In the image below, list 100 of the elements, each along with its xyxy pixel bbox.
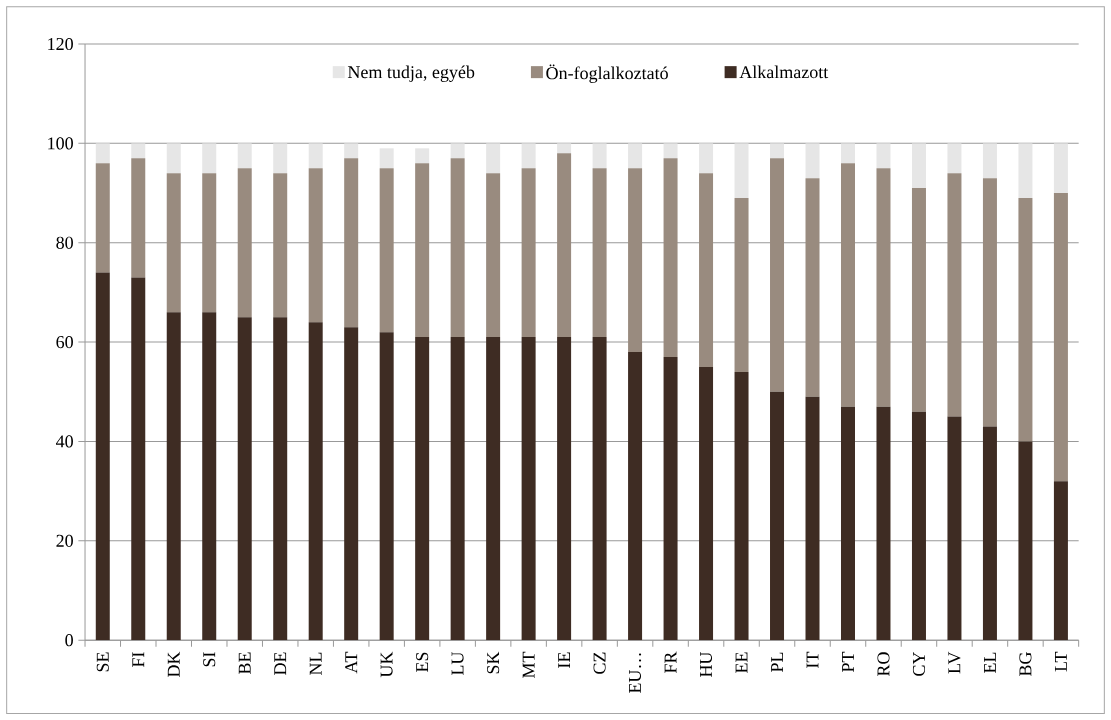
bar bbox=[982, 178, 997, 427]
x-tick-label: ES bbox=[416, 652, 429, 672]
legend-label: Nem tudja, egyéb bbox=[347, 65, 475, 82]
bar bbox=[415, 163, 430, 338]
bar bbox=[415, 337, 430, 641]
x-tick-label: IE bbox=[558, 652, 570, 668]
bar bbox=[379, 168, 394, 333]
bar bbox=[947, 143, 962, 174]
bar bbox=[95, 143, 110, 164]
bar bbox=[237, 317, 252, 641]
bar bbox=[344, 158, 359, 328]
x-tick-label: LV bbox=[948, 651, 961, 674]
x-tick-label: CZ bbox=[593, 652, 606, 674]
bar bbox=[521, 168, 536, 338]
bar bbox=[557, 337, 572, 641]
bar bbox=[166, 143, 181, 174]
bar bbox=[202, 143, 217, 174]
bar bbox=[131, 143, 146, 159]
bar bbox=[486, 337, 501, 641]
bar bbox=[699, 143, 714, 174]
bar bbox=[379, 148, 394, 169]
bar bbox=[379, 332, 394, 641]
x-tick-label: IT bbox=[806, 651, 819, 668]
bar bbox=[450, 158, 465, 338]
bar bbox=[770, 158, 785, 392]
x-tick-label: BE bbox=[238, 652, 251, 674]
y-tick-label: 40 bbox=[56, 435, 73, 448]
x-tick-label: EL bbox=[984, 652, 996, 673]
x-tick-label: SI bbox=[203, 652, 216, 667]
bar bbox=[1018, 143, 1033, 198]
bar bbox=[131, 277, 146, 641]
x-tick-label: AT bbox=[345, 651, 358, 674]
x-tick-label: NL bbox=[309, 652, 322, 675]
x-tick-label: BG bbox=[1019, 652, 1032, 676]
y-tick-label: 120 bbox=[48, 37, 73, 50]
bar bbox=[734, 371, 749, 641]
bar bbox=[237, 143, 252, 169]
bar bbox=[982, 426, 997, 641]
bar bbox=[592, 337, 607, 641]
x-tick-label: SE bbox=[96, 652, 109, 672]
x-tick-label: HU bbox=[700, 651, 713, 677]
bar bbox=[95, 163, 110, 273]
bar bbox=[805, 143, 820, 179]
x-tick-label: PT bbox=[842, 651, 854, 672]
bar bbox=[308, 322, 323, 641]
bar bbox=[592, 143, 607, 169]
bar bbox=[663, 158, 678, 357]
y-tick-label: 0 bbox=[65, 634, 73, 647]
bar bbox=[202, 173, 217, 313]
x-tick-label: EU… bbox=[629, 653, 642, 693]
bar bbox=[308, 143, 323, 169]
bar bbox=[557, 143, 572, 154]
bar bbox=[805, 178, 820, 397]
bar bbox=[273, 317, 288, 641]
bar bbox=[344, 327, 359, 641]
bar bbox=[840, 406, 855, 641]
x-tick-label: FI bbox=[132, 652, 145, 667]
bar bbox=[770, 143, 785, 159]
bar bbox=[592, 168, 607, 338]
x-tick-label: CY bbox=[912, 651, 926, 676]
bar bbox=[486, 143, 501, 174]
bar bbox=[840, 143, 855, 164]
y-tick-label: 60 bbox=[56, 335, 73, 349]
x-tick-label: SK bbox=[487, 651, 500, 674]
bar bbox=[840, 163, 855, 407]
bar bbox=[1018, 197, 1033, 442]
bar bbox=[308, 168, 323, 323]
y-tick-label: 100 bbox=[48, 137, 73, 150]
bar bbox=[415, 148, 430, 164]
x-tick-label: MT bbox=[522, 651, 535, 678]
bar bbox=[273, 143, 288, 174]
bar bbox=[628, 168, 643, 352]
legend-label: Ön-foglalkoztató bbox=[546, 64, 668, 83]
bar bbox=[557, 153, 572, 338]
bar bbox=[699, 366, 714, 641]
legend-label: Alkalmazott bbox=[739, 65, 829, 79]
x-tick-label: RO bbox=[877, 652, 890, 676]
x-tick-label: DK bbox=[167, 651, 180, 677]
bar bbox=[947, 416, 962, 641]
bar bbox=[734, 197, 749, 372]
bar bbox=[911, 143, 926, 188]
bar bbox=[1053, 481, 1068, 641]
bar bbox=[663, 356, 678, 641]
bar bbox=[131, 158, 146, 278]
bar bbox=[1053, 143, 1068, 193]
x-tick-label: LT bbox=[1055, 651, 1067, 672]
y-tick-label: 80 bbox=[56, 236, 73, 249]
bar bbox=[450, 143, 465, 159]
x-tick-label: UK bbox=[380, 651, 393, 678]
bar bbox=[911, 411, 926, 641]
x-tick-label: PL bbox=[771, 652, 783, 672]
bar bbox=[699, 173, 714, 367]
bar bbox=[521, 337, 536, 641]
bar bbox=[805, 396, 820, 641]
x-tick-label: LU bbox=[451, 651, 464, 675]
bar bbox=[628, 143, 643, 169]
bar bbox=[344, 143, 359, 159]
bar bbox=[876, 406, 891, 641]
bar bbox=[911, 187, 926, 412]
bar bbox=[663, 143, 678, 159]
